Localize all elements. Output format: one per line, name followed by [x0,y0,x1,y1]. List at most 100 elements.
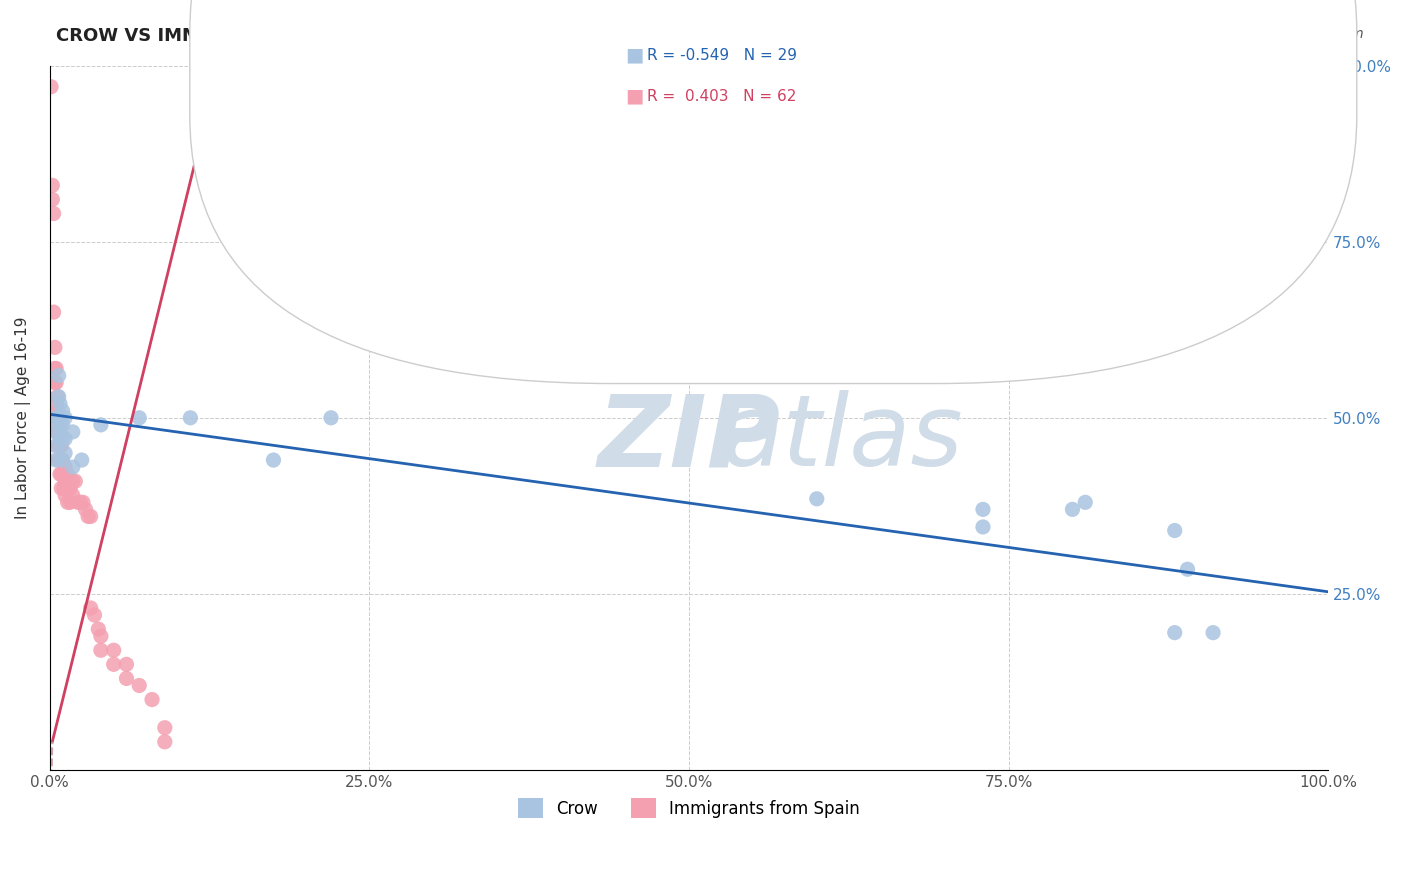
Point [49,417,72,432]
Point [263,453,285,467]
Point [62,474,84,488]
Point [65,474,87,488]
Point [103,657,125,672]
Point [153,735,176,749]
Y-axis label: In Labor Force | Age 16-19: In Labor Force | Age 16-19 [15,317,31,519]
Point [179,410,201,425]
Point [319,410,342,425]
Point [1164,625,1187,640]
Point [53,474,76,488]
Point [59,495,82,509]
Point [1177,562,1199,576]
Point [806,491,828,506]
Point [51,453,73,467]
Point [41,178,63,193]
Point [45,425,67,439]
Point [66,495,89,509]
Point [49,467,72,482]
Point [44,376,66,390]
Point [90,643,112,657]
Point [49,425,72,439]
Point [45,453,67,467]
Point [359,319,381,334]
Point [51,432,73,446]
Point [371,298,394,312]
Point [48,390,70,404]
Text: Source: ZipAtlas.com: Source: ZipAtlas.com [1216,27,1364,41]
Point [70,453,93,467]
Point [45,397,67,411]
Point [90,629,112,643]
Point [51,453,73,467]
Point [51,481,73,495]
Point [59,481,82,495]
Point [79,509,101,524]
Point [46,390,69,404]
Point [48,439,70,453]
Point [42,206,65,220]
Point [56,481,79,495]
Point [51,439,73,453]
Point [45,361,67,376]
Point [972,502,994,516]
Text: ■: ■ [626,87,644,106]
Point [48,368,70,383]
Point [39,79,62,94]
Point [1164,524,1187,538]
Point [46,417,69,432]
Point [103,643,125,657]
Point [62,488,84,502]
Point [83,607,105,622]
Point [77,509,100,524]
Point [1202,625,1225,640]
Point [153,721,176,735]
Point [44,361,66,376]
Point [52,467,75,482]
Point [51,403,73,417]
Text: R =  0.403   N = 62: R = 0.403 N = 62 [647,89,796,103]
Point [79,601,101,615]
Point [53,432,76,446]
Point [72,495,94,509]
Point [53,488,76,502]
Point [115,657,138,672]
Point [49,432,72,446]
Point [45,376,67,390]
Legend: Crow, Immigrants from Spain: Crow, Immigrants from Spain [510,791,868,825]
Point [51,417,73,432]
Point [53,410,76,425]
Point [48,410,70,425]
Text: R = -0.549   N = 29: R = -0.549 N = 29 [647,48,797,62]
Point [62,425,84,439]
Point [45,439,67,453]
Point [45,410,67,425]
Point [1062,502,1084,516]
Text: atlas: atlas [721,391,963,487]
Point [128,678,150,692]
Point [75,502,97,516]
Point [52,481,75,495]
Point [69,495,91,509]
Point [41,193,63,207]
Point [46,425,69,439]
Text: CROW VS IMMIGRANTS FROM SPAIN IN LABOR FORCE | AGE 16-19 CORRELATION CHART: CROW VS IMMIGRANTS FROM SPAIN IN LABOR F… [56,27,942,45]
Point [62,460,84,475]
Point [87,622,110,636]
Point [48,425,70,439]
Point [53,446,76,460]
Point [1074,495,1097,509]
Point [115,672,138,686]
Point [51,467,73,482]
Point [44,340,66,354]
Point [51,453,73,467]
Point [141,692,163,706]
Text: ZIP: ZIP [598,391,780,487]
Point [51,467,73,482]
Point [128,410,150,425]
Point [48,453,70,467]
Point [45,410,67,425]
Point [53,460,76,475]
Point [972,520,994,534]
Text: ■: ■ [626,45,644,65]
Point [49,453,72,467]
